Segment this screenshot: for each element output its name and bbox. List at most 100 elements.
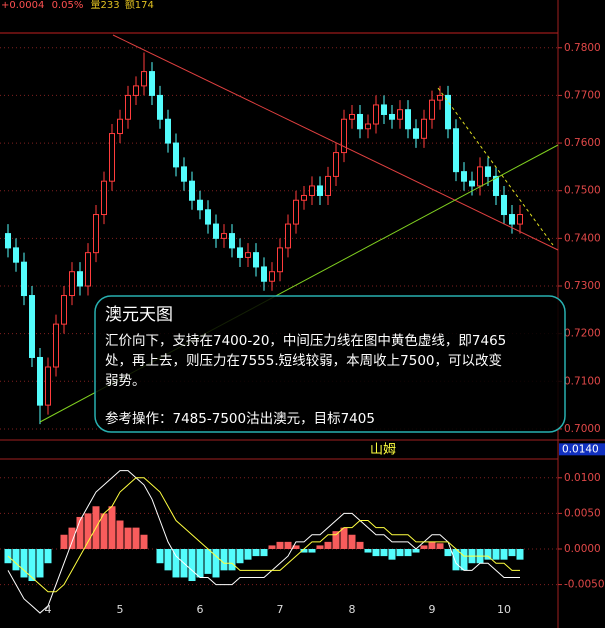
candle-body [357,113,363,130]
candle-body [189,180,195,201]
candle-body [341,118,347,154]
candle-body [109,133,115,182]
candle-body [437,94,443,101]
macd-bar [44,548,52,564]
macd-bar [164,548,172,571]
candle-body [197,199,203,211]
candle-body [317,185,323,196]
macd-bar [404,548,412,557]
header-change: +0.0004 [1,0,44,11]
y-tick-label: 0.7000 [564,423,601,435]
y-tick-label: 0.7400 [564,232,601,244]
macd-bar [300,548,308,553]
candle-body [333,152,339,177]
header-volume: 量233 [91,0,120,11]
candle-body [277,247,283,273]
macd-bar [172,548,180,578]
macd-bar [420,545,428,549]
macd-bar [132,527,140,549]
macd-panel: 0.0100 0.0050 0.0000 -0.0050 0.0140 4 5 6 7 8 9 10 [0,443,605,616]
macd-bar [140,534,148,549]
macd-bar [444,548,452,557]
y-tick-label: 0.0050 [564,507,601,519]
candle-body [61,295,67,325]
macd-bar [196,548,204,578]
macd-bar [116,520,124,549]
x-tick-label: 7 [277,603,284,616]
current-value-box [559,443,605,456]
candle-body [389,113,395,120]
y-tick-label: 0.7600 [564,137,601,149]
macd-bar [324,541,332,549]
candle-body [373,104,379,125]
candle-body [165,118,171,144]
candle-body [469,180,475,187]
candle-body [237,247,243,258]
candle-body [157,94,163,120]
y-tick-label: 0.7500 [564,185,601,197]
macd-bar [268,545,276,549]
candle-body [149,71,155,96]
candle-body [13,247,19,263]
macd-bar [252,548,260,557]
header-percent: 0.05% [52,0,84,11]
macd-bar [436,543,444,549]
candle-body [37,356,43,406]
annotation-line: 处，再上去，则压力在7555.短线较弱，本周收上7500，可以改变 [105,353,502,369]
candle-body [45,366,51,406]
candle-body [485,166,491,177]
candle-body [261,266,267,282]
current-value: 0.0140 [562,443,599,455]
y-tick-label: 0.7200 [564,328,601,340]
macd-bar [260,548,268,557]
candle-body [205,209,211,225]
candle-body [293,199,299,225]
y-tick-label: 0.0100 [564,472,601,484]
macd-bar [220,548,228,571]
macd-bar [460,548,468,571]
candle-body [141,71,147,87]
macd-bar [308,548,316,553]
y-tick-label: 0.7100 [564,375,601,387]
candle-body [493,175,499,196]
candle-body [365,123,371,130]
x-tick-label: 8 [349,603,356,616]
macd-bar [292,545,300,549]
candle-body [133,85,139,96]
macd-bar [12,548,20,571]
candle-body [85,252,91,287]
candle-body [269,271,275,282]
macd-bar [68,527,76,549]
candle-body [501,194,507,216]
annotation-box [94,295,566,433]
candle-body [413,128,419,139]
candle-body [445,94,451,130]
macd-bar [492,548,500,560]
candle-body [173,142,179,168]
pressure-line [437,87,554,246]
candle-body [53,323,59,368]
candle-body [5,233,11,249]
x-tick-label: 10 [497,603,511,616]
candle-body [301,194,307,201]
macd-bar [236,548,244,564]
candle-body [77,271,83,287]
macd-bar [428,541,436,549]
x-tick-label: 9 [429,603,436,616]
candle-body [461,171,467,182]
macd-bar [100,513,108,549]
candle-body [117,118,123,135]
macd-line [7,470,520,614]
macd-bar [204,548,212,574]
macd-bar [284,541,292,549]
macd-bar [60,534,68,549]
candle-body [69,271,75,297]
candle-body [453,128,459,173]
candle-body [101,180,107,216]
candle-body [477,166,483,187]
x-tick-label: 4 [45,603,52,616]
y-tick-label: 0.7800 [564,42,601,54]
macd-bar [412,548,420,553]
macd-bar [108,506,116,549]
